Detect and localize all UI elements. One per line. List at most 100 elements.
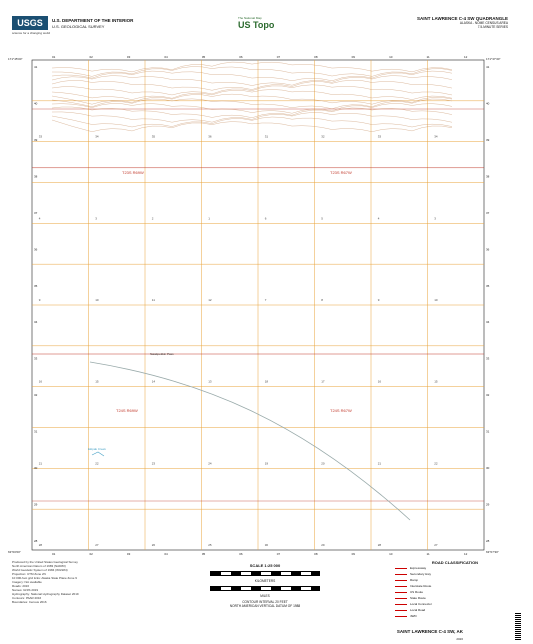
section-number: 15 [434,380,438,384]
section-number: 4 [378,216,380,220]
northing-tick-left: 32 [34,393,38,397]
section-number: 25 [208,543,212,547]
legend-label: Local Connector [410,602,432,606]
national-map-label: The National Map [238,16,262,20]
contour-line [51,103,453,114]
section-number: 16 [378,380,382,384]
easting-tick-top: 04 [164,55,168,59]
usgs-tagline: science for a changing world [12,31,51,35]
bottom-quad-title: SAINT LAWRENCE C-4 SW, AK [396,629,463,634]
easting-tick-top: 10 [389,55,393,59]
section-number: 10 [95,298,99,302]
easting-tick-bottom: 02 [89,552,93,556]
contour-line [51,70,453,81]
northing-tick-left: 38 [34,174,38,178]
grid-tick-labels: 01 01 02 02 03 03 04 04 05 05 06 06 07 07 08 08 09 09 10 10… [34,55,490,556]
legend-item: Local Road [395,607,515,613]
section-number: 27 [434,543,438,547]
section-number: 17 [321,380,325,384]
legend-label: Local Road [410,608,426,612]
section-number: 21 [378,461,382,465]
section-number: 33 [39,135,43,139]
legend-swatch [395,603,407,605]
contour-line [51,61,453,73]
easting-tick-top: 08 [314,55,318,59]
quadrangle-title: SAINT LAWRENCE C-4 SW QUADRANGLE [417,16,508,21]
northing-tick-left: 36 [34,247,38,251]
township-label-ne: T23S R67W [330,170,352,175]
corner-coord-tr: 171°37'30" [486,57,501,61]
legend-label: US Route [410,590,424,594]
usgs-logo: USGS [12,16,48,30]
legend-title: ROAD CLASSIFICATION [431,560,479,565]
section-number: 28 [378,543,382,547]
map-collar-footer: Produced by the United States Geological… [0,560,533,644]
section-number: 11 [152,298,155,302]
easting-tick-bottom: 07 [277,552,281,556]
easting-tick-top: 06 [239,55,243,59]
northing-tick-right: 34 [486,320,490,324]
legend-item: Local Connector [395,601,515,607]
easting-tick-top: 07 [277,55,281,59]
contour-line [51,119,453,132]
section-number: 27 [95,543,99,547]
easting-tick-top: 01 [52,55,56,59]
section-number: 7 [265,298,267,302]
northing-tick-right: 37 [486,211,490,215]
contour-line [51,66,453,77]
road-legend: ROAD CLASSIFICATION Expressway Secondary … [395,560,515,619]
section-grid [32,60,484,550]
section-number: 8 [321,298,323,302]
section-number: 23 [152,461,156,465]
northing-tick-right: 33 [486,357,490,361]
contour-line [51,98,453,109]
section-number: 30 [265,543,269,547]
section-number: 6 [265,216,267,220]
contour-line [51,94,453,105]
legend-label: 4WD [410,614,417,618]
northing-tick-right: 38 [486,174,490,178]
northing-tick-left: 29 [34,503,38,507]
section-number: 16 [39,380,43,384]
legend-label: Ramp [410,578,419,582]
section-number: 9 [39,298,41,302]
section-number: 4 [39,216,41,220]
scale-unit-km: KILOMETERS [254,579,276,583]
northing-tick-left: 31 [34,430,38,434]
legend-label: Expressway [410,566,427,570]
creek-line [91,451,105,457]
series-line: 7.5-MINUTE SERIES [477,25,508,29]
water-label: Ekipak Creek [88,447,106,451]
section-number: 33 [378,135,382,139]
edition-year: 2020 [456,637,463,641]
section-number: 34 [434,135,438,139]
scale-bar-mi [210,586,320,591]
scale-unit-mi: MILES [260,594,270,598]
legend-item: Secondary Hwy [395,571,515,577]
section-number: 10 [434,298,438,302]
contour-line [51,111,453,123]
contour-line [51,84,453,96]
easting-tick-bottom: 05 [202,552,206,556]
section-number: 18 [265,380,269,384]
section-number: 3 [95,216,97,220]
easting-tick-bottom: 10 [389,552,393,556]
section-number: 36 [208,135,212,139]
northing-tick-left: 33 [34,357,38,361]
northing-tick-left: 34 [34,320,38,324]
section-number: 29 [321,543,325,547]
legend-label: Secondary Hwy [410,572,432,576]
department-title: U.S. DEPARTMENT OF THE INTERIOR [52,18,134,23]
northing-tick-right: 41 [486,65,490,69]
section-number: 20 [321,461,325,465]
section-number: 2 [152,216,154,220]
northing-tick-right: 32 [486,393,490,397]
township-label-se: T24S R67W [330,408,352,413]
contour-line [51,106,453,118]
section-number: 35 [152,135,156,139]
easting-tick-top: 02 [89,55,93,59]
legend-swatch [395,579,407,581]
quadrangle-header: SAINT LAWRENCE C-4 SW QUADRANGLE ALASKA … [417,16,508,29]
corner-coord-br: 63°07'30" [486,550,499,554]
section-number: 22 [95,461,99,465]
